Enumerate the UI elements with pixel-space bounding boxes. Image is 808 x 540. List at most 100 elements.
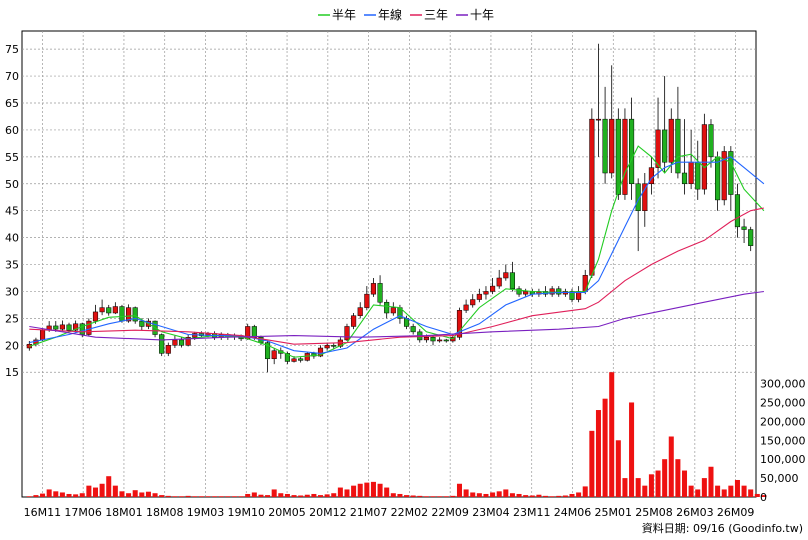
volume-bar xyxy=(456,483,463,497)
candle-body xyxy=(298,358,304,361)
volume-bar xyxy=(549,496,555,497)
candle-body xyxy=(734,194,741,228)
candle-body xyxy=(642,183,648,211)
legend-label-2: 三年 xyxy=(424,8,448,22)
x-tick-label: 18M08 xyxy=(146,506,184,519)
candle-body xyxy=(456,310,463,338)
candle-body xyxy=(284,353,290,362)
volume-bar xyxy=(476,493,482,497)
volume-axis: 0 50,000 100,000 150,000 200,000 250,000 300,0… xyxy=(760,378,806,504)
volume-bar xyxy=(748,489,754,497)
volume-bar xyxy=(536,494,542,497)
candle-body xyxy=(132,307,138,322)
candle-body xyxy=(99,307,105,313)
volume-bar xyxy=(251,492,257,497)
volume-bar xyxy=(73,494,79,497)
x-tick-label: 25M08 xyxy=(635,506,673,519)
volume-bar xyxy=(317,495,324,497)
volume-bar xyxy=(701,478,707,497)
candle-body xyxy=(602,118,608,174)
volume-bar xyxy=(159,495,165,497)
candle-body xyxy=(589,118,595,276)
volume-bar xyxy=(370,481,376,497)
candle-body xyxy=(178,339,185,346)
volume-bar xyxy=(675,459,681,497)
x-tick-label: 18M01 xyxy=(105,506,143,519)
volume-bar xyxy=(595,410,601,497)
volume-bar xyxy=(662,459,668,497)
candle-body xyxy=(86,320,92,335)
volume-bar xyxy=(304,494,310,497)
x-axis: 16M11 17M06 18M01 18M08 19M03 19M10 20M05 20M12… xyxy=(24,506,755,519)
volume-bar xyxy=(695,489,701,497)
x-tick-label: 20M05 xyxy=(268,506,306,519)
volume-bar xyxy=(523,495,529,497)
candle-body xyxy=(106,307,112,314)
volume-bar xyxy=(231,496,237,497)
candle-body xyxy=(582,275,588,292)
price-tick-label: 45 xyxy=(5,205,19,218)
candle-body xyxy=(437,339,443,342)
candle-body xyxy=(384,301,390,314)
volume-bar xyxy=(648,474,654,497)
candle-body xyxy=(357,307,363,316)
volume-bars xyxy=(26,372,767,497)
x-tick-label: 20M12 xyxy=(309,506,347,519)
volume-bar xyxy=(271,489,277,497)
candle-body xyxy=(251,326,257,338)
volume-bar xyxy=(715,485,721,497)
price-tick-label: 15 xyxy=(5,366,19,379)
volume-bar xyxy=(258,494,264,497)
volume-bar xyxy=(238,496,244,497)
volume-bar xyxy=(165,495,171,497)
candle-body xyxy=(344,326,350,341)
volume-bar xyxy=(761,495,767,497)
volume-bar xyxy=(119,491,125,497)
price-axis: 15 20 25 30 35 40 45 50 55 60 65 70 75 xyxy=(5,43,19,379)
x-tick-label: 17M06 xyxy=(64,506,102,519)
candle-body xyxy=(476,293,482,300)
candle-body xyxy=(483,291,489,295)
volume-bar xyxy=(291,495,297,497)
volume-bar xyxy=(622,478,628,497)
candle-body xyxy=(172,339,178,346)
volume-bar xyxy=(543,495,549,497)
candle-body xyxy=(165,345,171,354)
volume-bar xyxy=(470,492,476,497)
volume-bar xyxy=(443,496,449,497)
ma-line-ma_10yr xyxy=(29,290,764,341)
volume-bar xyxy=(198,496,204,497)
candle-body xyxy=(516,288,522,295)
legend-label-0: 半年 xyxy=(332,8,356,22)
volume-tick-label: 150,000 xyxy=(760,434,806,447)
volume-bar xyxy=(106,476,112,497)
price-tick-label: 20 xyxy=(5,339,19,352)
volume-bar xyxy=(205,496,211,497)
volume-bar xyxy=(430,496,436,497)
candle-body xyxy=(304,353,310,361)
candle-body xyxy=(470,299,476,306)
candle-body xyxy=(430,336,436,342)
candle-body xyxy=(324,345,330,349)
price-tick-label: 65 xyxy=(5,97,19,110)
volume-bar xyxy=(79,493,85,497)
volume-bar xyxy=(192,496,198,497)
candle-body xyxy=(668,118,674,163)
candle-body xyxy=(681,172,688,185)
price-tick-label: 55 xyxy=(5,151,19,164)
candle-body xyxy=(549,288,555,295)
volume-bar xyxy=(337,487,343,497)
volume-bar xyxy=(635,478,641,497)
volume-bar xyxy=(245,493,251,497)
volume-bar xyxy=(278,493,284,497)
volume-bar xyxy=(66,493,72,497)
volume-bar xyxy=(139,492,145,497)
candle-body xyxy=(59,324,65,330)
grid xyxy=(22,31,756,497)
candle-body xyxy=(317,347,324,357)
candle-body xyxy=(523,291,529,295)
volume-bar xyxy=(351,485,357,497)
price-tick-label: 75 xyxy=(5,43,19,56)
volume-bar xyxy=(576,492,582,497)
volume-tick-label: 100,000 xyxy=(760,453,806,466)
